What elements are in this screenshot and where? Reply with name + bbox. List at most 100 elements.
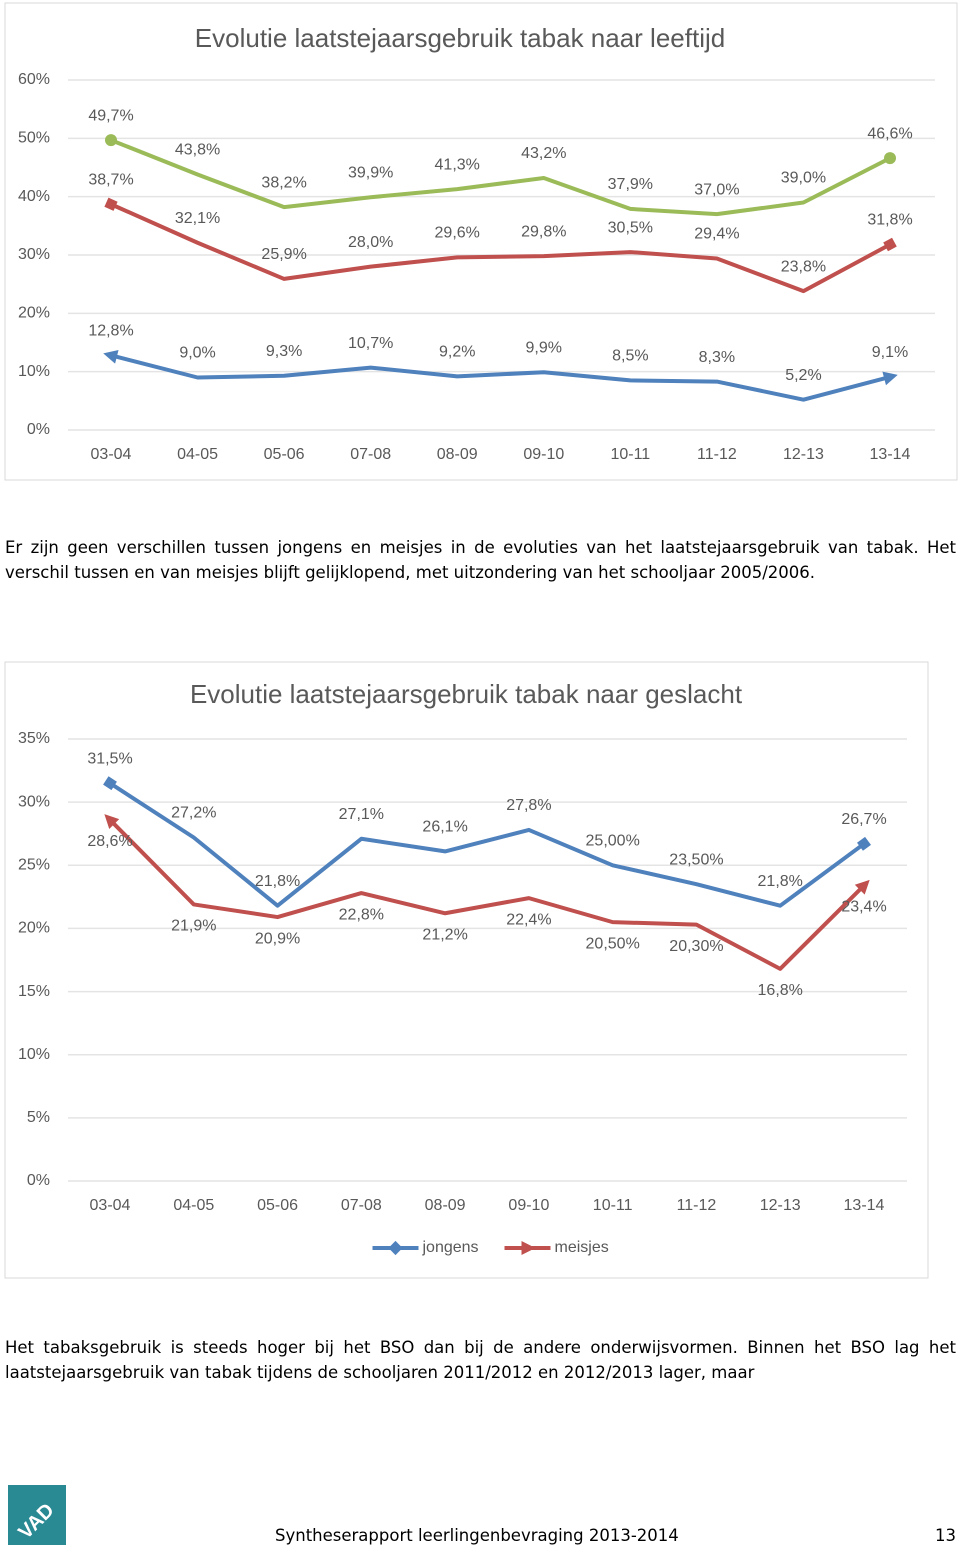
series-line	[108, 818, 866, 971]
data-label: 21,9%	[171, 918, 216, 935]
chart-title: Evolutie laatstejaarsgebruik tabak naar …	[190, 679, 743, 709]
paragraph: Er zijn geen verschillen tussen jongens …	[5, 538, 956, 582]
y-tick-label: 30%	[18, 246, 50, 263]
y-tick-label: 25%	[18, 857, 50, 874]
x-tick-label: 11-12	[697, 446, 737, 463]
data-label: 41,3%	[435, 156, 480, 173]
chart-frame	[4, 2, 958, 481]
data-label: 29,6%	[435, 225, 480, 242]
data-label: 38,2%	[261, 174, 306, 191]
y-tick-label: 20%	[18, 920, 50, 937]
x-tick-label: 04-05	[177, 446, 218, 463]
data-label: 31,5%	[87, 750, 132, 767]
data-label: 21,2%	[422, 926, 467, 943]
data-label: 23,50%	[669, 851, 723, 868]
legend-label: jongens	[422, 1239, 479, 1256]
x-tick-label: 13-14	[844, 1197, 885, 1214]
x-tick-label: 08-09	[437, 446, 478, 463]
data-label: 32,1%	[175, 210, 220, 227]
data-label: 16,8%	[758, 982, 803, 999]
data-label: 27,2%	[171, 805, 216, 822]
data-label: 25,9%	[261, 246, 306, 263]
data-label: 9,0%	[179, 345, 215, 362]
marker	[104, 197, 118, 211]
marker	[103, 776, 117, 791]
data-label: 9,3%	[266, 343, 302, 360]
data-label: 9,1%	[872, 344, 908, 361]
data-label: 26,7%	[841, 811, 886, 828]
chart-frame	[4, 661, 929, 1279]
marker	[103, 350, 119, 364]
x-tick-label: 12-13	[760, 1197, 801, 1214]
data-label: 22,4%	[506, 911, 551, 928]
y-tick-label: 10%	[18, 363, 50, 380]
x-tick-label: 04-05	[173, 1197, 214, 1214]
data-label: 28,0%	[348, 234, 393, 251]
x-tick-label: 10-11	[610, 446, 650, 463]
y-tick-label: 0%	[27, 1172, 50, 1189]
y-tick-label: 15%	[18, 983, 50, 1000]
marker	[884, 152, 896, 165]
x-tick-label: 08-09	[425, 1197, 466, 1214]
data-label: 8,5%	[612, 348, 648, 365]
footer-title: Syntheserapport leerlingenbevraging 2013…	[275, 1526, 679, 1545]
y-tick-label: 5%	[27, 1109, 50, 1126]
data-label: 39,9%	[348, 164, 393, 181]
y-tick-label: 0%	[27, 421, 50, 438]
data-label: 49,7%	[88, 107, 133, 124]
series-line	[110, 138, 891, 217]
data-label: 29,4%	[694, 226, 739, 243]
y-tick-label: 10%	[18, 1046, 50, 1063]
series-line	[110, 202, 891, 294]
data-label: 37,9%	[608, 176, 653, 193]
data-label: 20,30%	[669, 938, 723, 955]
x-tick-label: 10-11	[593, 1197, 633, 1214]
data-label: 23,4%	[841, 899, 886, 916]
data-label: 31,8%	[867, 212, 912, 229]
logo-box	[8, 1485, 66, 1545]
x-tick-label: 12-13	[783, 446, 824, 463]
series-line	[110, 353, 891, 402]
y-tick-label: 30%	[18, 793, 50, 810]
x-tick-label: 11-12	[677, 1197, 717, 1214]
x-tick-label: 05-06	[264, 446, 305, 463]
data-label: 38,7%	[88, 171, 133, 188]
data-label: 23,8%	[781, 258, 826, 275]
data-label: 29,8%	[521, 223, 566, 240]
y-tick-label: 40%	[18, 188, 50, 205]
marker	[857, 836, 871, 851]
x-tick-label: 05-06	[257, 1197, 298, 1214]
data-label: 37,0%	[694, 181, 739, 198]
data-label: 26,1%	[422, 819, 467, 836]
data-label: 22,8%	[339, 906, 384, 923]
data-label: 30,5%	[608, 219, 653, 236]
x-tick-label: 03-04	[90, 1197, 131, 1214]
x-tick-label: 09-10	[523, 446, 564, 463]
x-tick-label: 07-08	[350, 446, 391, 463]
data-label: 9,9%	[526, 339, 562, 356]
y-tick-label: 20%	[18, 305, 50, 322]
data-label: 10,7%	[348, 335, 393, 352]
marker	[854, 879, 870, 895]
data-label: 27,1%	[339, 806, 384, 823]
series-line	[108, 781, 866, 908]
data-label: 39,0%	[781, 170, 826, 187]
marker	[104, 814, 120, 830]
data-label: 9,2%	[439, 344, 475, 361]
legend-marker	[521, 1241, 536, 1255]
page-number: 13	[935, 1526, 956, 1545]
data-label: 21,8%	[758, 873, 803, 890]
data-label: 5,2%	[785, 367, 821, 384]
x-tick-label: 07-08	[341, 1197, 382, 1214]
data-label: 8,3%	[699, 349, 735, 366]
data-label: 43,2%	[521, 145, 566, 162]
data-label: 43,8%	[175, 142, 220, 159]
data-label: 28,6%	[87, 833, 132, 850]
x-tick-label: 13-14	[870, 446, 911, 463]
marker	[883, 237, 897, 252]
data-label: 21,8%	[255, 873, 300, 890]
y-tick-label: 35%	[18, 730, 50, 747]
data-label: 12,8%	[88, 323, 133, 340]
data-label: 46,6%	[867, 125, 912, 142]
